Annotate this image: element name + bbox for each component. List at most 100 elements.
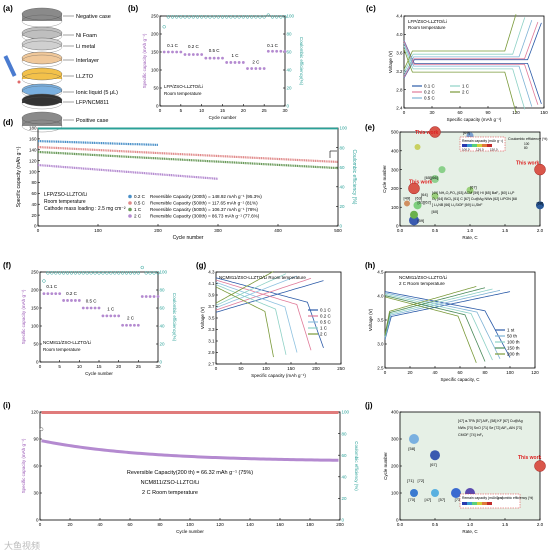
- discharge-curve: [384, 291, 511, 358]
- x-tick-label: 400: [274, 228, 282, 233]
- y-tick-label: 150: [151, 50, 159, 55]
- ce-legend-tick: 100: [524, 142, 530, 146]
- x-tick-label: 30: [282, 108, 288, 113]
- colorbar-swatch: [467, 144, 472, 147]
- y-tick-label: 3.1: [208, 339, 215, 344]
- capacity-series: [37, 150, 339, 170]
- ce-point: [195, 15, 200, 19]
- y2-axis-label: Coulombic efficiency (%): [351, 150, 357, 205]
- ce-point: [191, 15, 195, 19]
- y-tick-label: 4.1: [208, 281, 215, 286]
- panel-letter: (e): [365, 123, 375, 132]
- reference-label: [47]: [425, 497, 432, 502]
- capacity-point: [85, 306, 89, 310]
- x-tick-label: 10: [199, 108, 205, 113]
- colorbar-swatch: [482, 502, 487, 505]
- charge-curve: [403, 17, 526, 73]
- ce-point: [113, 271, 117, 275]
- ce-point: [117, 271, 121, 275]
- capacity-point: [105, 314, 109, 318]
- colorbar-tick: 126.0: [476, 148, 484, 152]
- reference-point: [409, 215, 419, 226]
- x-tick-label: 150: [540, 110, 548, 115]
- ce-point: [175, 15, 179, 19]
- capacity-point: [187, 53, 191, 56]
- capacity-point: [166, 50, 170, 54]
- y-tick-label: 300: [391, 437, 399, 442]
- y-axis-label: Cycle number: [383, 452, 388, 480]
- layer-disk: [21, 37, 63, 51]
- panel-letter: (j): [365, 401, 373, 410]
- x-tick-label: 0: [215, 366, 218, 371]
- y-tick-label: 400: [391, 149, 399, 154]
- x-tick-label: 160: [276, 522, 284, 527]
- capacity-point: [216, 56, 220, 60]
- colorbar-swatch: [472, 144, 477, 147]
- legend-label: 200 th: [507, 352, 520, 357]
- y2-tick-label: 80: [340, 145, 346, 150]
- ce-point: [77, 271, 81, 275]
- capacity-point: [221, 56, 224, 60]
- legend-rate: 0.5 C: [134, 201, 146, 206]
- this-work-point: [534, 460, 546, 472]
- this-work-point: [429, 126, 441, 138]
- ce-point: [148, 271, 152, 275]
- reference-point: [410, 210, 418, 219]
- colorbar-swatch: [482, 144, 487, 147]
- x-tick-label: 5: [58, 364, 61, 369]
- y-tick-label: 150: [31, 306, 39, 311]
- discharge-curve: [215, 279, 312, 351]
- ce-point: [183, 15, 187, 19]
- y-tick-label: 200: [391, 464, 399, 469]
- y-tick-label: 100: [31, 324, 39, 329]
- y2-tick-label: 80: [287, 32, 293, 37]
- capacity-point: [225, 61, 229, 64]
- colorbar-tick: 100.0: [462, 148, 470, 152]
- x-tick-label: 0: [384, 370, 387, 375]
- colorbar-swatch: [477, 144, 482, 147]
- x-tick-label: 30: [155, 364, 161, 369]
- discharge-curve: [384, 296, 477, 363]
- capacity-point: [200, 53, 204, 56]
- y-tick-label: 100: [391, 205, 399, 210]
- y-axis-label: Voltage (V): [388, 50, 393, 73]
- capacity-point: [171, 50, 174, 54]
- y-tick-label: 3.5: [377, 318, 384, 323]
- x-axis-label: Cycle number: [85, 371, 113, 376]
- capacity-point: [241, 61, 245, 64]
- ce-point: [140, 265, 144, 270]
- layer-disk: [21, 26, 63, 40]
- this-work-label: This work: [516, 161, 540, 167]
- x-axis-label: Cycle number: [176, 529, 204, 534]
- plot-frame: [403, 15, 545, 109]
- y-tick-label: 60: [33, 464, 39, 469]
- ce-point: [105, 271, 109, 275]
- y-tick-label: 0: [36, 518, 39, 523]
- capacity-point: [66, 299, 69, 302]
- reference-point: [404, 200, 410, 207]
- y-tick-label: 200: [151, 32, 159, 37]
- y-tick-label: 3.6: [396, 51, 403, 56]
- legend-label: 2 C: [462, 90, 470, 95]
- ce-point: [61, 271, 66, 275]
- y-tick-label: 140: [29, 147, 37, 152]
- discharge-curve: [215, 284, 287, 355]
- condition-label: Room temperature: [408, 25, 446, 30]
- reference-point: [414, 144, 421, 151]
- capacity-point: [229, 61, 233, 64]
- x-tick-label: 100: [94, 228, 102, 233]
- ce-point: [179, 15, 183, 19]
- reference-point: [438, 166, 446, 174]
- x-tick-label: 0: [403, 110, 406, 115]
- capacity-point: [77, 299, 81, 302]
- x-tick-label: 200: [154, 228, 162, 233]
- discharge-curve: [384, 292, 501, 359]
- capacity-point: [113, 314, 117, 318]
- y-tick-label: 90: [33, 437, 39, 442]
- this-work-label: This work: [415, 130, 439, 136]
- capacity-point: [70, 299, 73, 302]
- this-work-point: [534, 163, 546, 176]
- y-tick-label: 250: [151, 14, 159, 19]
- layer-disk: [21, 7, 63, 21]
- layer-disk: [21, 111, 63, 125]
